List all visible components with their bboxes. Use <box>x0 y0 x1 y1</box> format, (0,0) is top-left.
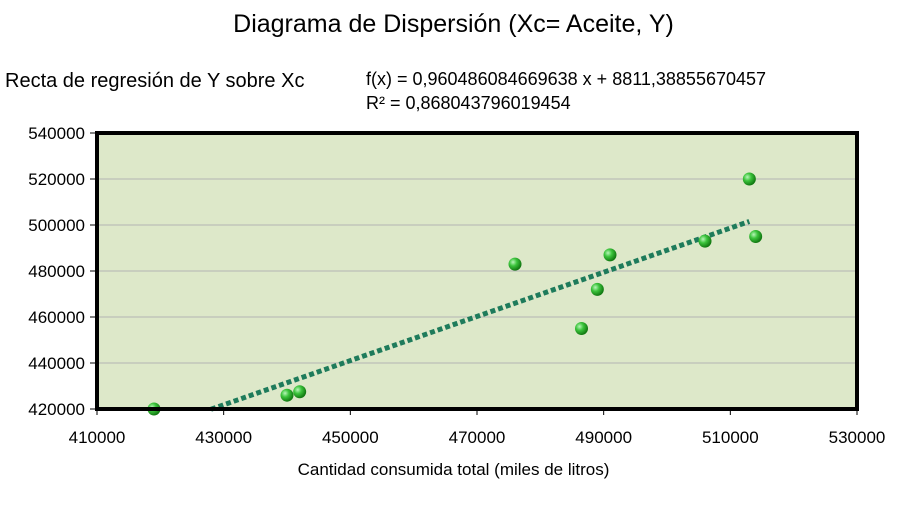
x-tick-label: 430000 <box>195 428 252 447</box>
data-point <box>293 385 307 399</box>
x-tick-label: 490000 <box>575 428 632 447</box>
y-tick-label: 440000 <box>28 354 85 373</box>
y-tick-label: 540000 <box>28 124 85 143</box>
x-tick-label: 510000 <box>702 428 759 447</box>
data-point <box>590 282 604 296</box>
data-point <box>742 172 756 186</box>
plot-frame <box>95 131 859 411</box>
regression-equation: f(x) = 0,960486084669638 x + 8811,388556… <box>366 69 767 89</box>
y-tick-label: 520000 <box>28 170 85 189</box>
data-point <box>575 322 588 335</box>
x-tick-label: 530000 <box>829 428 886 447</box>
y-tick-label: 460000 <box>28 308 85 327</box>
x-tick-label: 450000 <box>322 428 379 447</box>
x-tick-label: 470000 <box>449 428 506 447</box>
data-point <box>603 248 617 262</box>
r-squared-value: R² = 0,868043796019454 <box>366 93 571 113</box>
chart-title: Diagrama de Dispersión (Xc= Aceite, Y) <box>233 10 674 38</box>
y-tick-label: 420000 <box>28 400 85 419</box>
y-tick-label: 500000 <box>28 216 85 235</box>
x-axis-label: Cantidad consumida total (miles de litro… <box>297 460 610 479</box>
data-point <box>508 257 522 271</box>
trendline-label: Recta de regresión de Y sobre Xc <box>5 70 305 92</box>
data-point <box>280 388 294 402</box>
data-point <box>698 234 712 248</box>
regression-line <box>210 219 751 412</box>
data-point <box>749 230 763 243</box>
x-tick-label: 410000 <box>69 428 126 447</box>
y-tick-label: 480000 <box>28 262 85 281</box>
